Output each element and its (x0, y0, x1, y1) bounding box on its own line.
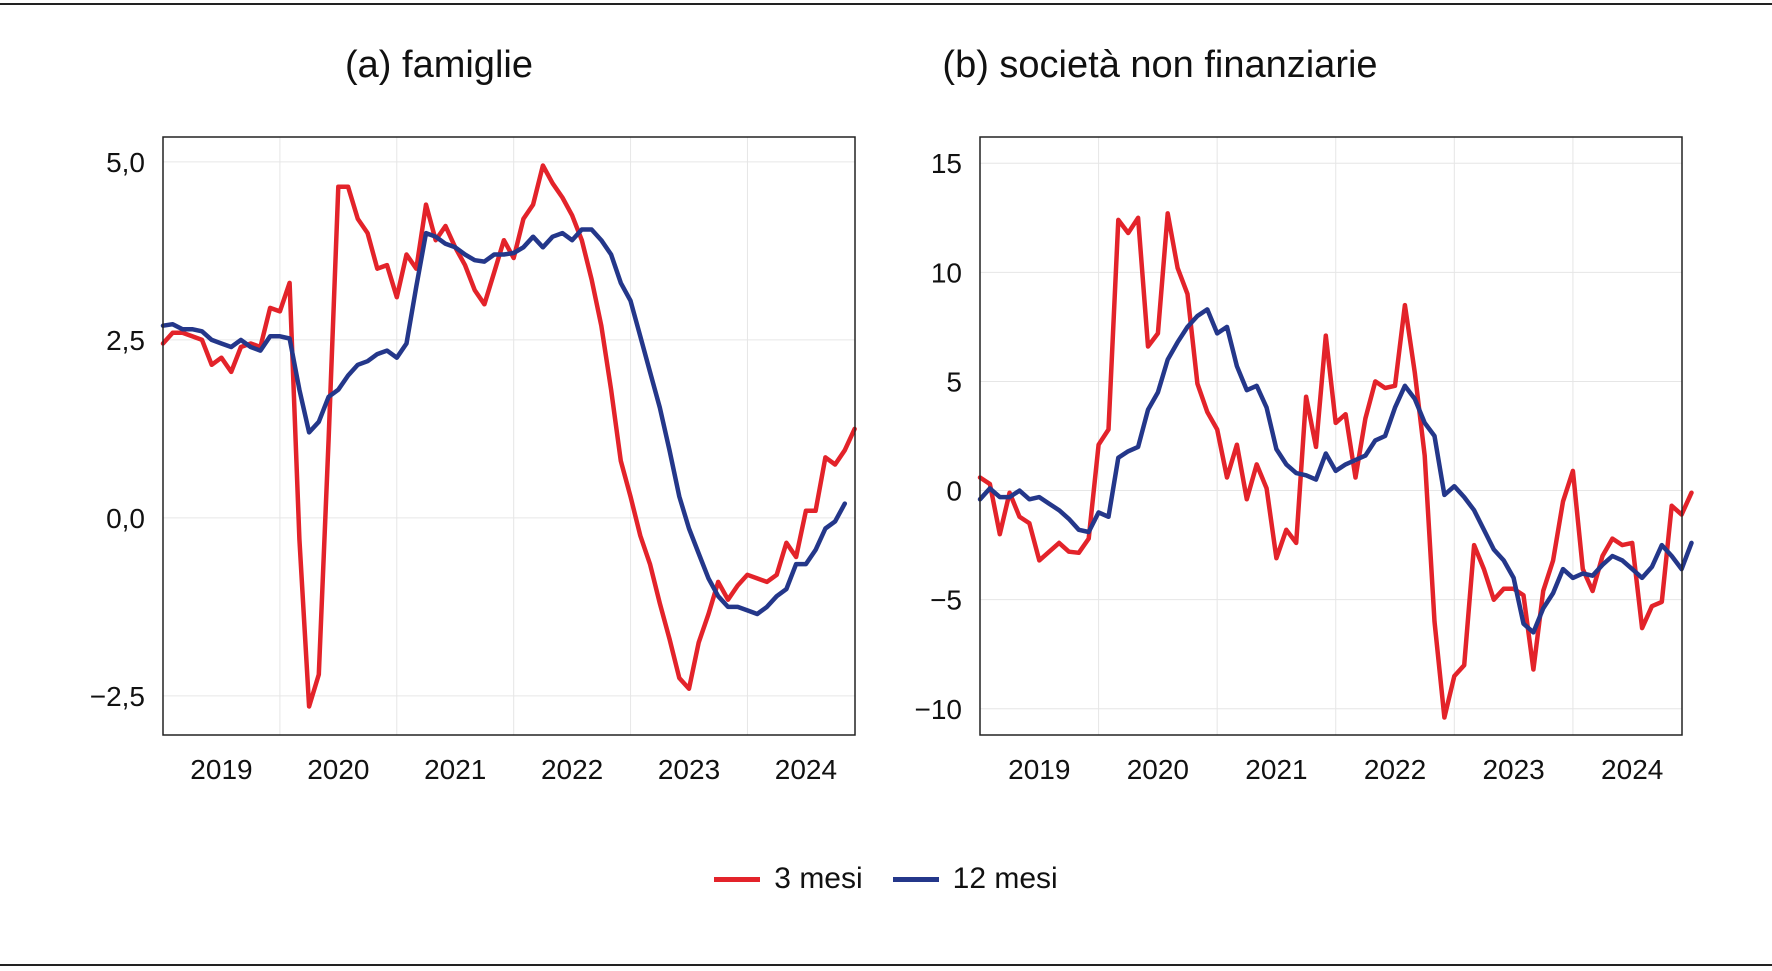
a-ytick-label: −2,5 (90, 681, 145, 712)
b-series-3-mesi-line (977, 211, 1694, 720)
legend-item-12-mesi: 12 mesi (892, 862, 1058, 896)
b-xtick-label: 2022 (1364, 754, 1426, 785)
legend-item-3-mesi: 3 mesi (714, 862, 863, 896)
b-ytick-label: 10 (931, 257, 962, 288)
panel-a-famiglie: −2,5 0,0 2,5 5,0 2019 2020 2021 2022 2023 2024 (90, 136, 857, 785)
b-xtick-label: 2019 (1008, 754, 1070, 785)
a-ytick-label: 2,5 (106, 325, 145, 356)
panel-a-title: (a) famiglie (345, 44, 533, 86)
a-series-12-mesi-line (160, 227, 848, 617)
panel-b-societa-non-finanziarie: −10 −5 0 5 10 15 2019 2020 2021 2022 2023 2024 (915, 136, 1694, 785)
a-plot-frame (162, 136, 856, 736)
b-ytick-label: 0 (946, 476, 962, 507)
legend-swatch-3-mesi (714, 876, 761, 882)
b-xtick-label: 2024 (1601, 754, 1663, 785)
a-xtick-label: 2023 (658, 754, 720, 785)
b-ytick-label: −10 (915, 694, 963, 725)
legend-label-12-mesi: 12 mesi (952, 862, 1058, 895)
a-series-3-mesi-line (160, 163, 857, 709)
top-rule (0, 3, 1772, 5)
b-xtick-label: 2021 (1245, 754, 1307, 785)
b-ytick-label: 5 (946, 366, 962, 397)
a-xtick-label: 2019 (190, 754, 252, 785)
b-ytick-label: 15 (931, 148, 962, 179)
panel-b-title: (b) società non finanziarie (942, 44, 1378, 86)
bottom-rule (0, 964, 1772, 966)
a-xtick-label: 2022 (541, 754, 603, 785)
b-ytick-label: −5 (930, 585, 962, 616)
a-xtick-label: 2024 (775, 754, 837, 785)
a-ytick-label: 5,0 (106, 147, 145, 178)
a-xtick-label: 2021 (424, 754, 486, 785)
legend: 3 mesi 12 mesi (0, 862, 1772, 896)
b-xtick-label: 2020 (1127, 754, 1189, 785)
a-xtick-label: 2020 (307, 754, 369, 785)
b-xtick-label: 2023 (1482, 754, 1544, 785)
legend-label-3-mesi: 3 mesi (774, 862, 863, 895)
legend-swatch-12-mesi (892, 876, 939, 882)
b-series-12-mesi-line (977, 307, 1694, 635)
b-plot-frame (979, 136, 1683, 736)
a-ytick-label: 0,0 (106, 503, 145, 534)
